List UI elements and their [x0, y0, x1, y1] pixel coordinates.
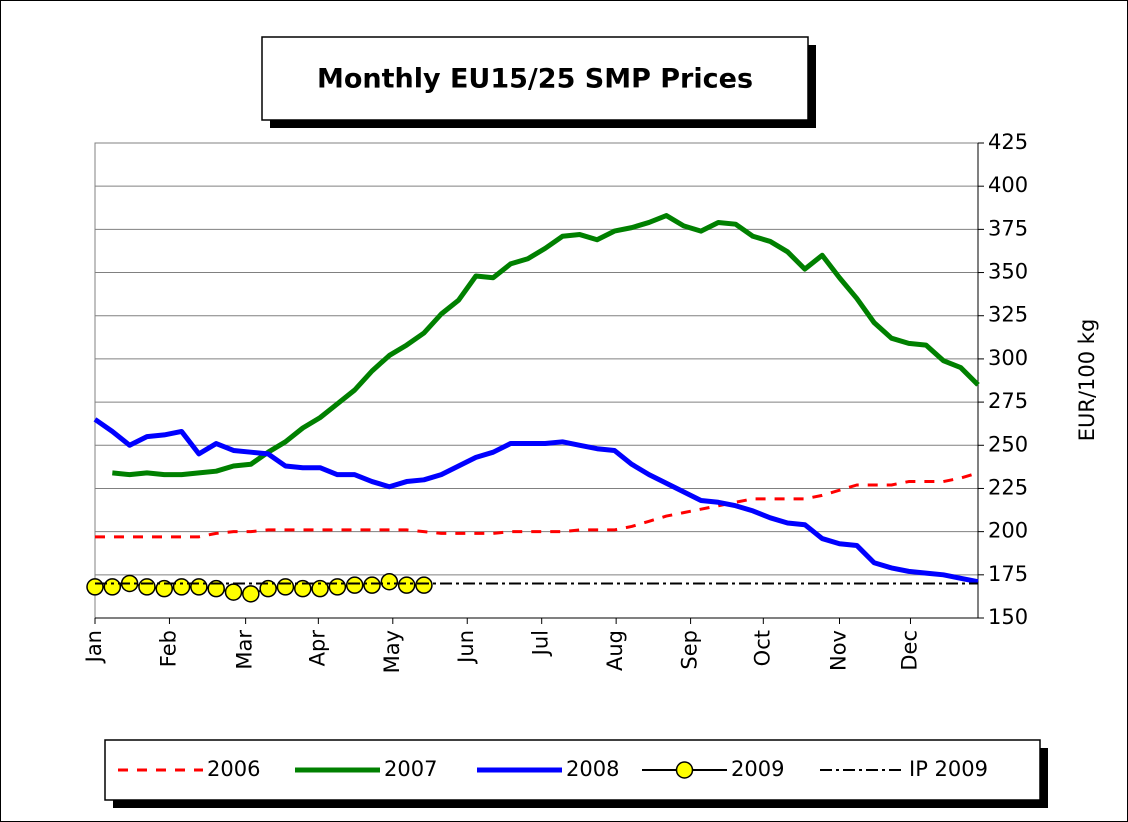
x-tick-label: Nov [826, 630, 850, 671]
y-axis-label: EUR/100 kg [1075, 319, 1099, 442]
y-tick-label: 350 [988, 260, 1028, 284]
y-tick-label: 150 [988, 605, 1028, 629]
data-point [345, 576, 364, 594]
x-tick-label: Sep [678, 630, 702, 670]
series-line [95, 471, 979, 539]
x-tick-label: Mar [233, 630, 257, 670]
data-point [415, 576, 433, 594]
y-tick-label: 175 [988, 562, 1028, 586]
chart-title: Monthly EU15/25 SMP Prices [317, 64, 753, 95]
legend-marker [675, 761, 694, 779]
title-box [261, 36, 809, 121]
legend-label: 2008 [566, 757, 619, 781]
legend-label: 2006 [207, 757, 260, 781]
data-point [207, 579, 225, 598]
x-tick-label: Jan [82, 630, 106, 664]
y-tick-label: 400 [988, 173, 1028, 197]
x-tick-label: Feb [156, 630, 180, 667]
data-point [103, 578, 122, 596]
data-point [311, 579, 329, 598]
data-point [380, 572, 399, 591]
data-point [276, 578, 295, 596]
legend-label: 2007 [384, 757, 437, 781]
x-tick-label: May [380, 630, 404, 673]
data-point [328, 578, 347, 596]
series-line [93, 417, 979, 585]
data-point [86, 578, 104, 596]
y-tick-label: 225 [988, 475, 1028, 499]
data-point [155, 579, 174, 598]
x-tick-label: Dec [897, 630, 921, 671]
data-point [259, 579, 277, 598]
data-point [172, 578, 191, 596]
data-point [397, 576, 416, 594]
data-point [190, 578, 208, 596]
data-point [242, 585, 260, 603]
series-line [112, 213, 980, 478]
data-point [138, 578, 156, 596]
x-tick-label: Jun [454, 630, 478, 665]
y-tick-label: 425 [988, 130, 1028, 154]
y-tick-label: 250 [988, 432, 1028, 456]
y-tick-label: 275 [988, 389, 1028, 413]
data-point [363, 576, 381, 594]
y-tick-label: 375 [988, 216, 1028, 240]
y-tick-label: 325 [988, 303, 1028, 327]
y-tick-label: 300 [988, 346, 1028, 370]
data-point [294, 579, 312, 598]
data-point [224, 583, 243, 601]
x-tick-label: Aug [603, 630, 627, 671]
legend-label: 2009 [731, 757, 784, 781]
x-tick-label: Apr [305, 630, 329, 667]
legend-label: IP 2009 [909, 757, 988, 781]
x-tick-label: Jul [529, 630, 553, 657]
x-tick-label: Oct [750, 630, 774, 666]
y-tick-label: 200 [988, 519, 1028, 543]
